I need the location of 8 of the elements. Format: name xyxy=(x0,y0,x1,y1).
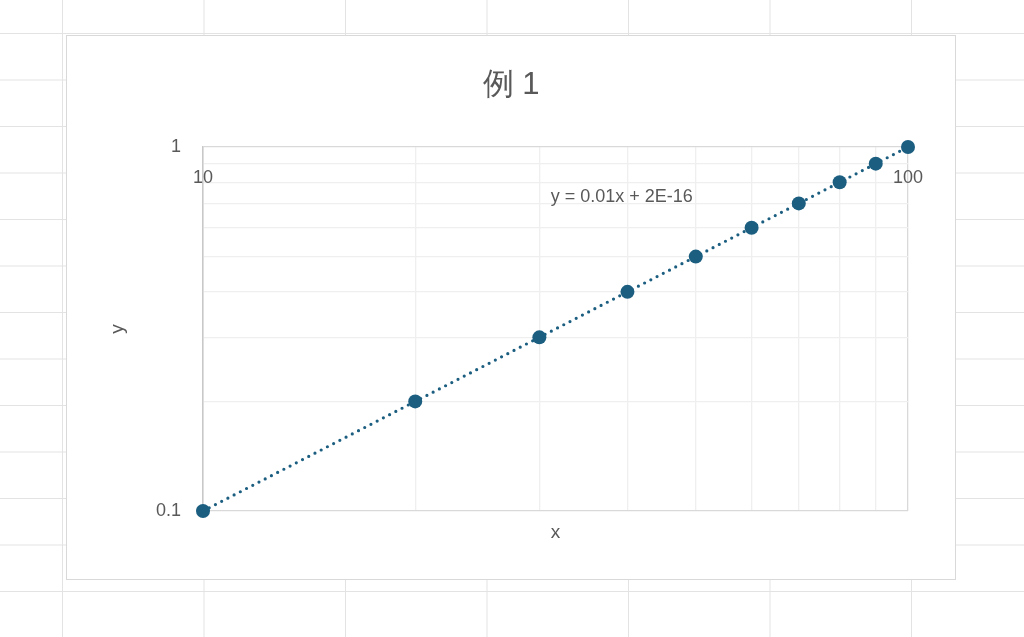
annotation: y = 0.01x + 2E-16 xyxy=(550,185,693,206)
y-tick-label: 0.1 xyxy=(155,499,181,520)
x-tick-label: 100 xyxy=(892,166,924,187)
y-axis-title: y xyxy=(106,323,128,334)
x-axis-title: x xyxy=(550,521,561,543)
x-tick-label: 10 xyxy=(192,166,214,187)
chart-title: 例 1 xyxy=(482,65,540,101)
y-tick-label: 1 xyxy=(170,135,181,156)
